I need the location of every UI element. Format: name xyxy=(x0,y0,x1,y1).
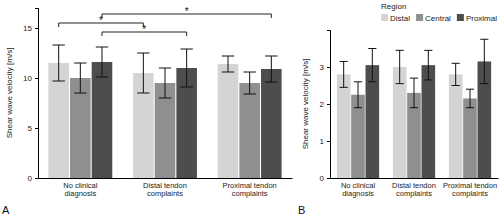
error-bar xyxy=(466,89,474,108)
error-bar xyxy=(396,50,404,83)
tick-label: 1 xyxy=(320,137,325,146)
tick-mark xyxy=(327,67,330,68)
axis-line xyxy=(327,31,331,179)
bar xyxy=(218,64,239,178)
tick-label: 10 xyxy=(23,74,32,83)
bar xyxy=(92,62,113,178)
significance-label: * xyxy=(185,6,189,17)
tick: 1 xyxy=(320,137,330,146)
error-bar xyxy=(74,63,86,93)
axis-line xyxy=(39,178,293,179)
panel: 0 1 2 3 No clinicaldiagnosis Distal tendoncom… xyxy=(298,2,499,216)
tick: 3 xyxy=(320,63,330,72)
tick-label: No clinicaldiagnosis xyxy=(341,181,376,198)
tick-label: Distal tendoncomplaints xyxy=(392,181,436,198)
error-bar xyxy=(354,82,362,108)
bar xyxy=(337,74,351,178)
tick: Distal tendoncomplaints xyxy=(392,178,436,198)
tick-label: 0 xyxy=(320,174,325,183)
bar xyxy=(261,69,282,178)
error-bar xyxy=(137,53,149,93)
tick: 10 xyxy=(23,74,38,83)
significance-label: * xyxy=(99,15,103,26)
tick-label: 0 xyxy=(28,174,33,183)
bar xyxy=(449,74,463,178)
error-bar xyxy=(452,63,460,85)
error-bar xyxy=(340,61,348,87)
tick-label: 15 xyxy=(23,24,32,33)
tick-mark xyxy=(35,128,38,129)
error-bar xyxy=(424,50,432,80)
tick-label: 3 xyxy=(320,63,325,72)
error-bar xyxy=(480,39,488,83)
tick: 5 xyxy=(28,124,38,133)
tick-mark xyxy=(327,141,330,142)
bar xyxy=(463,98,477,178)
error-bar xyxy=(410,78,418,108)
error-bar xyxy=(222,56,234,72)
tick: No clinicaldiagnosis xyxy=(341,178,376,198)
chart-root: 051015No clinicaldiagnosisDistal tendonc… xyxy=(0,0,500,218)
x-axis: No clinicaldiagnosis Distal tendoncomplai… xyxy=(331,178,499,198)
tick: Proximal tendoncomplaints xyxy=(443,178,497,198)
panel: 0 5 10 15 No clinicaldiagnosis Distal tendonc… xyxy=(2,6,293,216)
legend-label: Central xyxy=(425,14,451,23)
significance-label: * xyxy=(142,24,146,35)
panel-label: A xyxy=(2,204,10,216)
axis-line xyxy=(331,178,499,179)
tick-label: 2 xyxy=(320,100,325,109)
tick: No clinicaldiagnosis xyxy=(63,178,98,198)
x-axis: No clinicaldiagnosis Distal tendoncomplai… xyxy=(39,178,293,198)
y-axis: 0 5 10 15 xyxy=(23,9,38,184)
plot-area xyxy=(48,45,281,178)
plot-area xyxy=(337,39,491,178)
panel-label: B xyxy=(298,204,305,216)
tick: 0 xyxy=(28,174,38,183)
legend-swatch xyxy=(416,14,423,21)
tick: 15 xyxy=(23,24,38,33)
error-bar xyxy=(265,56,277,82)
bar xyxy=(422,65,436,178)
bar xyxy=(239,83,260,178)
tick: Distal tendoncomplaints xyxy=(143,178,187,198)
tick: 0 xyxy=(320,174,330,183)
tick-mark xyxy=(35,178,38,179)
legend-label: Distal xyxy=(390,14,410,23)
tick-mark xyxy=(327,178,330,179)
tick-mark xyxy=(35,28,38,29)
legend-title: Region xyxy=(381,2,406,11)
tick: 2 xyxy=(320,100,330,109)
axis-line xyxy=(35,9,39,179)
error-bar xyxy=(180,49,192,87)
error-bar xyxy=(243,72,255,94)
error-bar xyxy=(368,49,376,82)
error-bar xyxy=(96,47,108,77)
legend-swatch xyxy=(457,14,464,21)
tick: Proximal tendoncomplaints xyxy=(223,178,277,198)
tick-label: Proximal tendoncomplaints xyxy=(223,181,277,198)
legend-swatch xyxy=(381,14,388,21)
tick-label: Distal tendoncomplaints xyxy=(143,181,187,198)
axis-title: Shear wave velocity [m/s] xyxy=(301,59,310,150)
y-axis: 0 1 2 3 xyxy=(320,31,331,184)
legend-label: Proximal xyxy=(466,14,497,23)
axis-title: Shear wave velocity [m/s] xyxy=(5,48,14,139)
tick-label: Proximal tendoncomplaints xyxy=(443,181,497,198)
tick-mark xyxy=(327,104,330,105)
annotations: * * * xyxy=(59,6,272,36)
legend: Region Distal Central Proximal xyxy=(381,2,497,23)
tick-mark xyxy=(35,78,38,79)
tick-label: 5 xyxy=(28,124,33,133)
tick-label: No clinicaldiagnosis xyxy=(63,181,98,198)
error-bar xyxy=(53,45,65,81)
error-bar xyxy=(159,68,171,98)
